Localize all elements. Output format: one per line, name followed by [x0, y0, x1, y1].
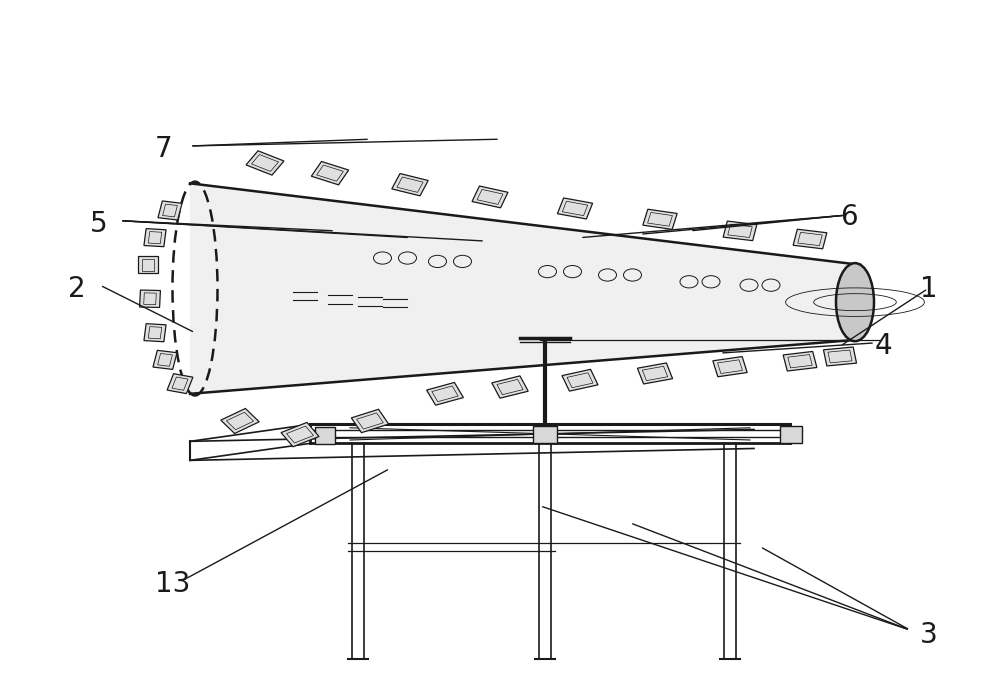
- Polygon shape: [158, 201, 182, 220]
- Polygon shape: [562, 369, 598, 391]
- Polygon shape: [153, 350, 177, 369]
- Text: 3: 3: [920, 621, 938, 649]
- Polygon shape: [140, 290, 160, 308]
- Text: 2: 2: [68, 274, 86, 303]
- Polygon shape: [392, 174, 428, 196]
- Polygon shape: [472, 186, 508, 208]
- Polygon shape: [793, 230, 827, 249]
- Text: 13: 13: [155, 570, 190, 598]
- Polygon shape: [221, 409, 259, 433]
- Polygon shape: [281, 422, 319, 447]
- Polygon shape: [427, 382, 463, 405]
- Polygon shape: [713, 356, 747, 377]
- Polygon shape: [167, 373, 193, 394]
- Polygon shape: [311, 162, 349, 185]
- Polygon shape: [637, 363, 673, 384]
- FancyBboxPatch shape: [780, 426, 802, 443]
- Polygon shape: [557, 198, 593, 219]
- Ellipse shape: [836, 263, 874, 341]
- Polygon shape: [144, 324, 166, 342]
- Text: 6: 6: [840, 203, 858, 232]
- Polygon shape: [138, 257, 158, 273]
- Polygon shape: [643, 209, 677, 230]
- Text: 7: 7: [155, 135, 173, 164]
- Polygon shape: [723, 221, 757, 240]
- Text: 1: 1: [920, 274, 938, 303]
- Polygon shape: [190, 183, 860, 394]
- Text: 4: 4: [875, 332, 893, 361]
- Polygon shape: [246, 151, 284, 175]
- Polygon shape: [783, 352, 817, 371]
- FancyBboxPatch shape: [533, 426, 557, 443]
- Polygon shape: [351, 409, 389, 433]
- FancyBboxPatch shape: [315, 427, 335, 444]
- Polygon shape: [492, 376, 528, 398]
- Polygon shape: [823, 347, 857, 366]
- Text: 5: 5: [90, 210, 108, 238]
- Polygon shape: [144, 229, 166, 246]
